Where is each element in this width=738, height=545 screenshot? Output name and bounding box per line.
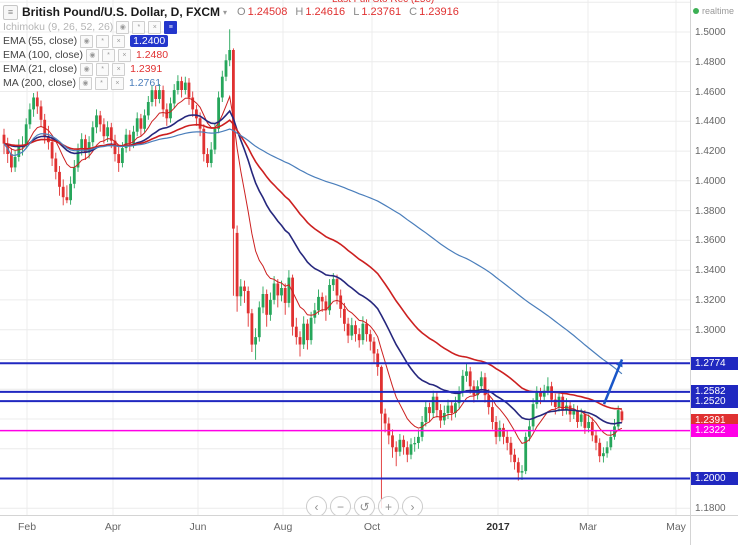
ma-line-ma-200 (3, 128, 623, 375)
price-badge: 1.2000 (691, 472, 738, 485)
eye-icon[interactable]: ◉ (85, 48, 99, 62)
eye-icon[interactable]: ◉ (80, 62, 94, 76)
legend-header-row: ≡ British Pound/U.S. Dollar, D, FXCM ▾ O… (3, 4, 459, 20)
legend: ≡ British Pound/U.S. Dollar, D, FXCM ▾ O… (3, 4, 459, 90)
price-axis-label: 1.3800 (695, 206, 726, 217)
low-label: L (353, 6, 360, 18)
price-axis-label: 1.3600 (695, 235, 726, 246)
time-axis-label: Aug (273, 521, 293, 533)
ma-line-ema-21 (3, 94, 623, 444)
indicator-value: 1.2480 (135, 49, 169, 61)
chevron-down-icon[interactable]: ▾ (223, 7, 228, 17)
indicator-value: 1.2761 (128, 77, 162, 89)
ma-line-ema-100 (3, 119, 622, 410)
chart-canvas[interactable] (0, 0, 690, 515)
close-icon[interactable]: × (148, 20, 162, 34)
price-badge: 1.2582 (691, 385, 738, 398)
indicator-flag-icon[interactable]: ≡ (164, 20, 178, 34)
ohlc-values: O 1.24508 H 1.24616 L 1.23761 C 1.23916 (232, 6, 459, 18)
eye-icon[interactable]: ◉ (116, 20, 130, 34)
price-badge: 1.2520 (691, 395, 738, 408)
chart-plot-area[interactable]: Last Full Sto Rec (256) ≡ British Pound/… (0, 0, 690, 515)
price-axis-label: 1.3000 (695, 325, 726, 336)
eye-icon[interactable]: ◉ (80, 34, 94, 48)
price-axis-label: 1.4000 (695, 176, 726, 187)
ma-line-ema-55 (3, 109, 622, 425)
settings-icon[interactable]: * (132, 20, 146, 34)
price-axis-label: 1.5000 (695, 27, 726, 38)
realtime-label: realtime (701, 6, 734, 16)
close-icon[interactable]: × (110, 76, 124, 90)
high-value: 1.24616 (305, 6, 346, 18)
time-axis-label: Feb (17, 521, 37, 533)
close-icon[interactable]: × (112, 62, 126, 76)
price-axis-label: 1.4600 (695, 87, 726, 98)
time-axis-label: Jun (189, 521, 207, 533)
indicator-row: MA (200, close) ◉ * × 1.2761 (3, 76, 459, 90)
indicator-label[interactable]: EMA (21, close) (3, 63, 78, 75)
settings-icon[interactable]: * (96, 62, 110, 76)
low-value: 1.23761 (361, 6, 402, 18)
price-axis[interactable]: 1.5000 1.4800 1.4600 1.4400 1.4200 1.4000 1.38… (690, 0, 738, 515)
chart-note: Last Full Sto Rec (256) (332, 0, 434, 5)
settings-icon[interactable]: * (96, 34, 110, 48)
indicator-row: EMA (100, close) ◉ * × 1.2480 (3, 48, 459, 62)
open-label: O (237, 6, 246, 18)
price-axis-label: 1.3400 (695, 265, 726, 276)
scroll-left-button[interactable]: ‹ (306, 496, 327, 515)
time-axis-label: 2017 (486, 521, 510, 533)
indicator-row: Ichimoku (9, 26, 52, 26) ◉ * × ≡ (3, 20, 459, 34)
time-axis-label: Oct (363, 521, 381, 533)
eye-icon[interactable]: ◉ (78, 76, 92, 90)
reset-view-button[interactable]: ↺ (354, 496, 375, 515)
indicator-row: EMA (21, close) ◉ * × 1.2391 (3, 62, 459, 76)
arrow-head-icon (616, 359, 623, 368)
chart-menu-icon[interactable]: ≡ (3, 4, 18, 20)
time-axis-label: May (666, 521, 686, 533)
open-value: 1.24508 (247, 6, 288, 18)
settings-icon[interactable]: * (94, 76, 108, 90)
price-axis-label: 1.4200 (695, 146, 726, 157)
high-label: H (295, 6, 304, 18)
chart-nav: ‹ − ↺ + › (306, 496, 423, 515)
price-axis-label: 1.1800 (695, 503, 726, 514)
indicator-label[interactable]: EMA (55, close) (3, 35, 78, 47)
indicator-label[interactable]: EMA (100, close) (3, 49, 83, 61)
price-badge: 1.2774 (691, 357, 738, 370)
time-axis[interactable]: Feb Apr Jun Aug Oct 2017 Mar May (0, 515, 690, 545)
price-axis-label: 1.3200 (695, 295, 726, 306)
axis-corner (690, 515, 738, 545)
settings-icon[interactable]: * (101, 48, 115, 62)
time-axis-label: Mar (578, 521, 598, 533)
up-arrow-annotation[interactable] (602, 359, 624, 405)
close-label: C (409, 6, 418, 18)
indicator-legend: Ichimoku (9, 26, 52, 26) ◉ * × ≡ EMA (55, clo… (3, 20, 459, 90)
price-badge: 1.2391 (691, 414, 738, 427)
indicator-label[interactable]: MA (200, close) (3, 77, 76, 89)
zoom-in-button[interactable]: + (378, 496, 399, 515)
realtime-indicator: realtime (692, 6, 734, 16)
time-axis-label: Apr (104, 521, 122, 533)
symbol-title[interactable]: British Pound/U.S. Dollar, D, FXCM (22, 5, 221, 19)
close-icon[interactable]: × (117, 48, 131, 62)
zoom-out-button[interactable]: − (330, 496, 351, 515)
close-value: 1.23916 (419, 6, 459, 18)
price-axis-label: 1.4800 (695, 57, 726, 68)
indicator-value: 1.2400 (130, 35, 169, 47)
realtime-dot-icon (692, 8, 699, 14)
price-axis-label: 1.4400 (695, 116, 726, 127)
close-icon[interactable]: × (112, 34, 126, 48)
indicator-value: 1.2391 (130, 63, 163, 75)
price-badge: 1.2322 (691, 424, 738, 437)
scroll-right-button[interactable]: › (402, 496, 423, 515)
indicator-label[interactable]: Ichimoku (9, 26, 52, 26) (3, 21, 114, 33)
indicator-row: EMA (55, close) ◉ * × 1.2400 (3, 34, 459, 48)
